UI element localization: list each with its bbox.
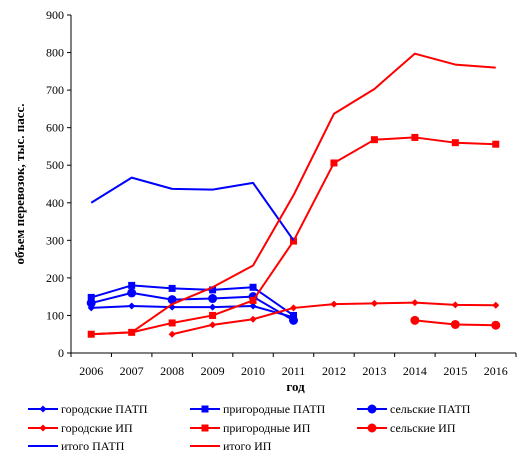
x-tick-label: 2016: [484, 364, 508, 378]
series-3-line: [90, 291, 295, 322]
series-4-point: [370, 299, 378, 307]
series-4-point: [209, 321, 217, 329]
series-7-line: [90, 176, 295, 241]
series-layer: [86, 52, 501, 338]
x-tick-label: 2007: [120, 364, 144, 378]
series-1-point: [128, 302, 136, 310]
x-tick-label: 2006: [79, 364, 103, 378]
legend-swatch-marker: [201, 424, 209, 432]
y-tick-label: 600: [46, 121, 64, 135]
series-2-point: [87, 293, 95, 301]
legend-label: сельские ПАТП: [390, 402, 471, 416]
legend-item: городские ПАТП: [28, 402, 148, 416]
series-5-point: [168, 319, 176, 327]
x-tick-label: 2015: [443, 364, 467, 378]
legend-item: сельские ИП: [357, 421, 456, 435]
series-2-point: [249, 283, 257, 291]
series-8-line: [91, 52, 496, 336]
series-8: [91, 52, 496, 336]
series-6: [410, 315, 501, 330]
legend-label: сельские ИП: [390, 421, 456, 435]
series-3-point: [289, 315, 298, 325]
series-5-point: [290, 237, 297, 245]
x-axis-ticks: 2006 2007 2008 2009 2010 2011 2012 2013 2014 2015…: [70, 353, 517, 378]
series-1: [87, 302, 297, 321]
series-4-point: [411, 299, 419, 307]
series-6-point: [450, 319, 460, 329]
y-axis-title: объем перевозок, тыс. пасс.: [12, 103, 27, 264]
series-2-line: [90, 284, 295, 317]
series-2-point: [128, 281, 136, 289]
series-3-point: [167, 295, 177, 305]
legend-swatch-marker: [39, 424, 47, 432]
y-tick-label: 900: [46, 8, 64, 22]
series-1-line: [91, 305, 294, 319]
y-tick-label: 200: [46, 271, 64, 285]
y-tick-label: 300: [46, 233, 64, 247]
legend-item: итого ПАТП: [28, 439, 125, 453]
legend-item: городские ИП: [28, 421, 133, 435]
series-5-point: [451, 139, 459, 147]
series-5-point: [330, 159, 338, 167]
legend-label: пригородные ПАТП: [223, 402, 326, 416]
series-4: [168, 299, 500, 338]
legend-item: пригородные ПАТП: [190, 402, 326, 416]
legend-item: сельские ПАТП: [357, 402, 471, 416]
series-4-point: [168, 330, 176, 338]
series-5-point: [209, 311, 217, 319]
series-5-point: [492, 140, 500, 148]
x-tick-label: 2010: [241, 364, 265, 378]
series-4-point: [290, 304, 297, 312]
series-3-point: [86, 298, 96, 308]
series-3-point: [127, 288, 137, 298]
y-axis-ticks: 0 100 200 300 400 500 600 700 800 900: [46, 8, 71, 360]
series-1-point: [249, 302, 257, 310]
legend-swatch-marker: [367, 404, 377, 414]
series-3-point: [208, 294, 218, 304]
x-tick-label: 2009: [201, 364, 225, 378]
x-tick-label: 2011: [282, 364, 306, 378]
legend-label: городские ПАТП: [61, 402, 148, 416]
y-tick-label: 500: [46, 158, 64, 172]
series-6-point: [491, 320, 501, 330]
legend: городские ПАТП пригородные ПАТП сельские П…: [28, 402, 471, 453]
x-tick-label: 2008: [160, 364, 184, 378]
series-2: [87, 281, 297, 319]
series-5-point: [411, 133, 419, 141]
series-2-point: [168, 284, 176, 292]
series-3: [86, 288, 298, 325]
y-tick-label: 100: [46, 308, 64, 322]
y-tick-label: 400: [46, 196, 64, 210]
series-4-point: [492, 301, 500, 309]
y-tick-label: 0: [58, 346, 64, 360]
legend-item: пригородные ИП: [190, 421, 311, 435]
x-axis-title: год: [286, 379, 305, 394]
series-6-point: [410, 315, 420, 325]
series-2-point: [290, 311, 297, 319]
series-2-point: [209, 286, 217, 294]
legend-swatch-marker: [367, 423, 377, 433]
legend-label: итого ИП: [223, 439, 272, 453]
series-5-point: [370, 136, 378, 144]
y-tick-label: 700: [46, 83, 64, 97]
x-tick-label: 2013: [362, 364, 386, 378]
series-7: [90, 176, 295, 241]
series-4-point: [330, 300, 338, 308]
y-tick-label: 800: [46, 46, 64, 60]
series-5-point: [249, 296, 257, 304]
legend-label: пригородные ИП: [223, 421, 311, 435]
legend-label: городские ИП: [61, 421, 133, 435]
legend-label: итого ПАТП: [61, 439, 125, 453]
legend-item: итого ИП: [190, 439, 272, 453]
legend-swatch-marker: [201, 405, 209, 413]
legend-swatch-marker: [39, 405, 47, 413]
series-1-point: [209, 303, 217, 311]
x-tick-label: 2014: [403, 364, 427, 378]
series-4-point: [451, 301, 459, 309]
x-tick-label: 2012: [322, 364, 346, 378]
series-4-point: [249, 315, 257, 323]
